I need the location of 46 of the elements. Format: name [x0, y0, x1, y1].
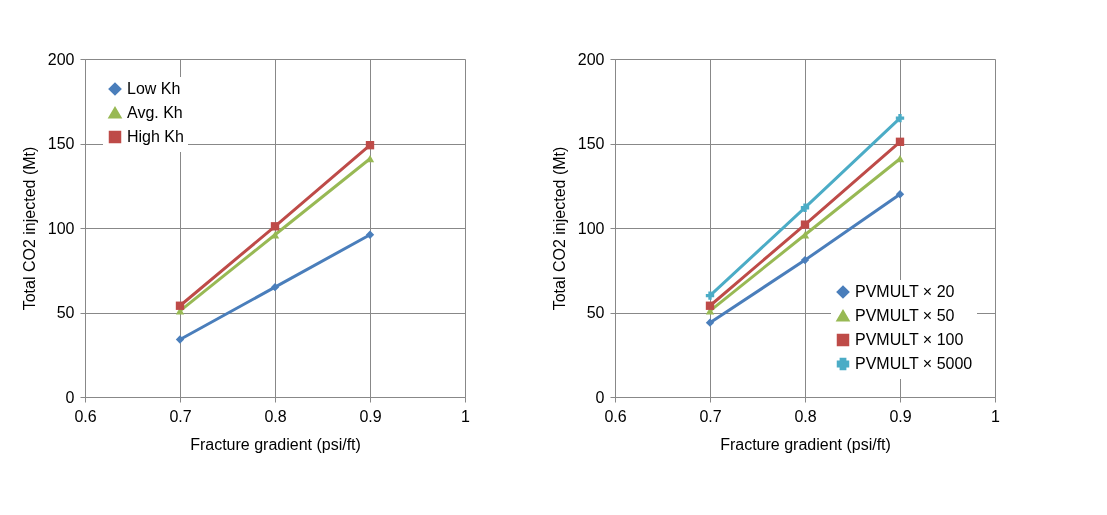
point: [270, 222, 280, 231]
x-tick-label: 0.7: [169, 407, 192, 425]
y-tick-label: 150: [47, 135, 75, 152]
point: [270, 282, 280, 292]
y-tick-label: 100: [577, 219, 605, 237]
y-tick-label: 0: [595, 388, 605, 406]
legend-label: PVMULT × 5000: [855, 355, 973, 372]
y-axis-title: Total CO2 injected (Mt): [550, 146, 568, 311]
x-tick-label: 0.9: [359, 407, 382, 425]
point: [800, 220, 810, 229]
y-tick-label: 200: [47, 50, 75, 68]
x-tick-label: 0.6: [74, 407, 97, 425]
y-tick-label: 50: [56, 304, 75, 321]
point: [895, 113, 905, 123]
x-tick-label: 0.6: [604, 407, 627, 425]
y-tick-label: 50: [586, 304, 605, 321]
y-tick-label: 200: [577, 50, 605, 68]
point: [800, 203, 810, 212]
legend-label: High Kh: [127, 128, 184, 145]
x-tick-label: 0.7: [699, 407, 722, 425]
x-axis-title: Fracture gradient (psi/ft): [190, 435, 361, 453]
point: [800, 255, 810, 265]
x-axis-title: Fracture gradient (psi/ft): [720, 435, 891, 453]
y-tick-label: 100: [47, 219, 75, 237]
legend-label: PVMULT × 100: [855, 331, 964, 348]
legend-label: PVMULT × 50: [855, 307, 955, 324]
point: [895, 190, 905, 199]
x-tick-label: 0.9: [889, 407, 912, 425]
y-tick-label: 0: [65, 388, 75, 406]
y-axis-title: Total CO2 injected (Mt): [20, 146, 38, 311]
point: [895, 137, 905, 146]
x-tick-label: 0.8: [264, 407, 287, 425]
x-tick-label: 1: [461, 407, 471, 425]
point: [175, 301, 185, 310]
point: [705, 291, 715, 300]
y-tick-label: 150: [577, 135, 605, 152]
point: [175, 335, 185, 344]
point: [365, 230, 375, 239]
legend-label: Low Kh: [127, 80, 181, 97]
x-tick-label: 0.8: [794, 407, 817, 425]
point: [365, 141, 375, 150]
x-tick-label: 1: [991, 407, 1001, 425]
legend-label: Avg. Kh: [127, 104, 183, 121]
point: [705, 301, 715, 310]
legend-label: PVMULT × 20: [855, 283, 955, 300]
point: [705, 318, 715, 327]
